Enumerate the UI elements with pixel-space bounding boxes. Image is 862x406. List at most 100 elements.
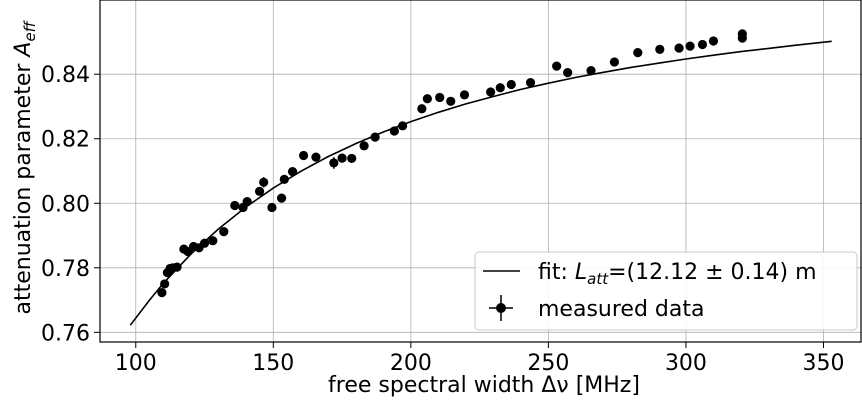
legend: fit: Latt=(12.12 ± 0.14) m measured data (474, 251, 858, 331)
y-axis-label-main: attenuation parameter (11, 57, 36, 315)
data-point (435, 92, 445, 103)
data-point-marker (370, 132, 380, 142)
data-point-marker (160, 279, 170, 289)
data-point (298, 150, 309, 161)
data-point-marker (242, 197, 252, 207)
data-point-marker (737, 33, 747, 43)
data-point-marker (219, 227, 229, 237)
data-point (525, 77, 536, 88)
data-point (708, 36, 719, 46)
x-tick-label: 100 (115, 351, 157, 376)
data-point (685, 41, 695, 51)
x-axis-label: free spectral width Δν [MHz] (328, 373, 640, 398)
legend-fit-symbol: L (575, 260, 587, 285)
data-point (552, 61, 562, 71)
data-point-marker (486, 87, 496, 97)
data-point (199, 238, 210, 248)
data-point-marker (674, 43, 684, 53)
grid (100, 0, 862, 342)
data-point-marker (298, 150, 309, 161)
y-tick-label: 0.78 (41, 257, 90, 282)
data-point (506, 79, 516, 90)
data-point-marker (329, 158, 339, 168)
data-point (329, 157, 339, 169)
legend-data-label: measured data (538, 297, 704, 322)
x-tick-label: 350 (802, 351, 844, 376)
y-axis-ticks: 0.76 0.78 0.80 0.82 0.84 (41, 63, 100, 346)
data-point (157, 288, 167, 298)
data-point-marker (459, 90, 470, 100)
data-point-marker (563, 67, 573, 78)
legend-fit-label: fit: Latt=(12.12 ± 0.14) m (538, 260, 817, 288)
data-point (495, 83, 505, 93)
y-axis-label: attenuation parameter Aeff (11, 19, 39, 314)
data-point-marker (279, 174, 289, 184)
data-point-marker (586, 66, 596, 76)
data-point (208, 236, 218, 246)
data-point (259, 177, 269, 188)
data-point-marker (337, 153, 347, 163)
data-point-marker (633, 47, 643, 58)
data-point-marker (230, 200, 240, 211)
data-point-marker (422, 94, 432, 104)
data-point-marker (172, 262, 182, 272)
data-point (172, 262, 182, 272)
data-point (446, 96, 456, 106)
data-points-layer (157, 29, 747, 298)
data-point-marker (347, 153, 357, 164)
data-point (276, 193, 287, 203)
data-point (370, 132, 380, 142)
legend-fit-subscript: att (587, 270, 609, 288)
y-tick-label: 0.84 (41, 63, 90, 88)
data-point (311, 152, 321, 162)
data-point-marker (506, 79, 516, 90)
y-tick-label: 0.80 (41, 192, 90, 217)
data-point (337, 153, 347, 163)
y-axis-label-subscript: eff (21, 19, 39, 41)
data-point (230, 200, 240, 211)
data-point (655, 44, 665, 54)
legend-box (474, 251, 858, 331)
data-point-marker (259, 177, 269, 187)
data-point (287, 167, 298, 177)
data-point (267, 202, 277, 213)
fit-curve-layer (129, 40, 832, 326)
data-point (359, 141, 369, 151)
legend-fit-prefix: fit: (538, 260, 575, 285)
data-point-marker (276, 193, 287, 203)
data-point-marker (446, 96, 456, 106)
data-point-marker (359, 141, 369, 151)
data-point (397, 121, 408, 131)
data-point (459, 90, 470, 100)
data-point-marker (254, 186, 265, 196)
data-point-marker (685, 41, 695, 51)
x-tick-label: 250 (527, 351, 569, 376)
y-axis-label-symbol: A (11, 42, 36, 59)
data-point-marker (495, 83, 505, 93)
x-tick-label: 300 (665, 351, 707, 376)
data-point (279, 174, 289, 184)
data-point-marker (397, 121, 408, 131)
x-axis-ticks: 100 150 200 250 300 350 (115, 342, 844, 376)
x-tick-label: 150 (252, 351, 294, 376)
data-point-marker (311, 152, 321, 162)
data-point (422, 94, 432, 104)
data-point-marker (267, 202, 277, 213)
data-point (160, 279, 170, 289)
data-point-marker (525, 77, 536, 88)
data-point (219, 227, 229, 237)
fit-curve (129, 40, 832, 326)
y-tick-label: 0.76 (41, 321, 90, 346)
data-point-marker (708, 36, 719, 46)
data-point (254, 186, 265, 196)
data-point (563, 67, 573, 78)
x-tick-label: 200 (390, 351, 432, 376)
data-point (633, 47, 643, 58)
data-point-marker (609, 57, 620, 67)
y-tick-label: 0.82 (41, 128, 90, 153)
data-point (486, 87, 496, 97)
data-point (389, 126, 399, 136)
plot-frame (99, 0, 862, 343)
data-point-marker (655, 44, 665, 54)
